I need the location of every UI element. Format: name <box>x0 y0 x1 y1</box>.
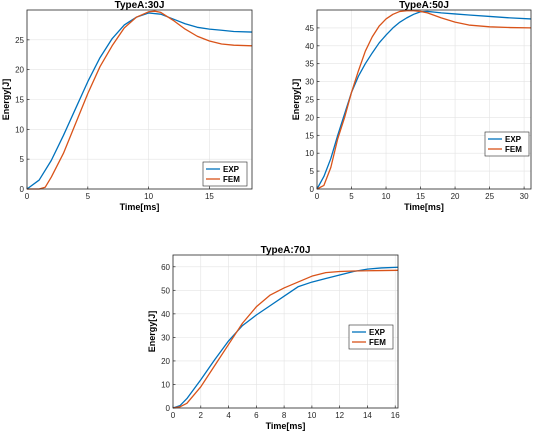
y-tick-label: 25 <box>15 36 24 45</box>
x-tick-label: 14 <box>363 411 372 420</box>
legend-label-fem: FEM <box>505 145 522 154</box>
x-tick-label: 16 <box>391 411 400 420</box>
x-tick-label: 8 <box>282 411 287 420</box>
x-axis-label: Time[ms] <box>120 202 160 212</box>
x-axis-label: Time[ms] <box>266 421 306 431</box>
chart-1: 0 5 10 15 0 5 10 15 20 25 TypeA:30J Time[ms] Energy[… <box>1 0 253 212</box>
legend-label-exp: EXP <box>223 165 240 174</box>
y-tick-label: 0 <box>166 404 171 413</box>
y-tick-label: 5 <box>310 167 315 176</box>
y-tick-label: 25 <box>305 96 314 105</box>
chart-title: TypeA:50J <box>399 0 449 11</box>
x-tick-label: 10 <box>307 411 316 420</box>
axes-box <box>172 254 399 409</box>
x-tick-label: 2 <box>199 411 204 420</box>
x-axis-label: Time[ms] <box>404 202 444 212</box>
y-tick-label: 40 <box>305 42 314 51</box>
legend-label-exp: EXP <box>505 135 522 144</box>
y-tick-label: 15 <box>15 96 24 105</box>
chart-title: TypeA:70J <box>261 245 311 256</box>
x-tick-label: 0 <box>25 192 30 201</box>
x-tick-label: 15 <box>416 192 425 201</box>
y-tick-label: 10 <box>305 149 314 158</box>
x-tick-label: 30 <box>520 192 529 201</box>
x-tick-label: 4 <box>226 411 231 420</box>
y-tick-label: 50 <box>161 286 170 295</box>
legend-box <box>202 161 248 187</box>
x-tick-label: 25 <box>485 192 494 201</box>
legend-label-exp: EXP <box>369 328 386 337</box>
y-tick-label: 15 <box>305 131 314 140</box>
series-line-fem <box>316 10 532 190</box>
x-tick-label: 15 <box>205 192 214 201</box>
y-tick-label: 35 <box>305 60 314 69</box>
y-tick-label: 40 <box>161 310 170 319</box>
chart-2: 0 5 10 15 20 25 30 0 5 10 15 20 25 30 35 40 45 TypeA:50J T… <box>291 0 532 212</box>
x-tick-label: 12 <box>335 411 344 420</box>
y-axis-label: Energy[J] <box>291 79 301 121</box>
series-line-fem <box>172 269 399 409</box>
series-line-exp <box>316 10 532 190</box>
legend-label-fem: FEM <box>223 175 240 184</box>
x-tick-label: 10 <box>382 192 391 201</box>
x-tick-label: 5 <box>349 192 354 201</box>
x-tick-label: 0 <box>315 192 320 201</box>
y-axis-label: Energy[J] <box>147 311 157 353</box>
x-tick-label: 10 <box>144 192 153 201</box>
series-line-fem <box>27 10 253 190</box>
y-tick-label: 60 <box>161 263 170 272</box>
y-tick-label: 20 <box>161 357 170 366</box>
y-tick-label: 10 <box>161 380 170 389</box>
y-tick-label: 0 <box>310 185 315 194</box>
y-tick-label: 30 <box>161 333 170 342</box>
chart-title: TypeA:30J <box>115 0 165 11</box>
y-tick-label: 45 <box>305 24 314 33</box>
legend-label-fem: FEM <box>369 338 386 347</box>
y-axis-label: Energy[J] <box>1 79 11 121</box>
legend-box <box>348 324 394 350</box>
chart-3: 0 2 4 6 8 10 12 14 16 0 10 20 30 40 50 60 TypeA:70J Time[… <box>147 245 400 431</box>
y-tick-label: 20 <box>15 66 24 75</box>
y-tick-label: 20 <box>305 113 314 122</box>
x-tick-label: 20 <box>451 192 460 201</box>
y-tick-label: 5 <box>20 155 25 164</box>
x-tick-label: 0 <box>171 411 176 420</box>
y-tick-label: 30 <box>305 78 314 87</box>
x-tick-label: 5 <box>86 192 91 201</box>
y-tick-label: 0 <box>20 185 25 194</box>
x-tick-label: 6 <box>254 411 259 420</box>
y-tick-label: 10 <box>15 125 24 134</box>
legend-box <box>484 131 530 157</box>
